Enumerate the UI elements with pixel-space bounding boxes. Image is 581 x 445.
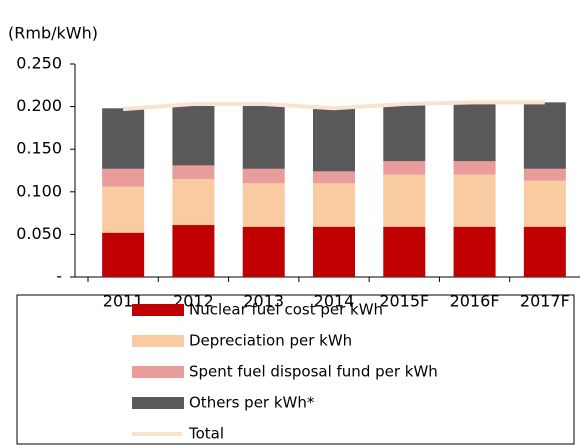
bar-segment [453,102,496,162]
legend-label: Others per kWh* [189,394,315,412]
bar-segment [242,226,285,277]
legend-label: Nuclear fuel cost per kWh [189,301,383,319]
bar-segment [242,104,285,169]
y-tick-label: 0.150 [16,139,62,158]
legend-swatch [132,397,184,409]
total-line [122,100,545,112]
x-tick-label: 2015F [379,292,429,311]
bar-segment [102,108,145,169]
bar-segment [313,171,355,184]
legend-box [16,294,575,445]
bar-segment [102,232,145,277]
bar-segment [453,174,496,227]
legend-swatch [132,304,184,316]
x-tick-label: 2017F [520,292,570,311]
bar-segment [242,183,285,227]
y-axis-label: (Rmb/kWh) [8,24,98,43]
bar-segment [102,186,145,233]
bar-segment [313,226,355,277]
legend-label: Total [188,425,224,443]
bar-segment [313,183,355,227]
bar-segment [313,108,355,172]
bar-segment [453,226,496,277]
bar-segment [383,161,426,175]
bar-segment [172,165,215,180]
y-tick-label: 0.050 [16,224,62,243]
x-tick-label: 2016F [450,292,500,311]
bar-segment [172,179,215,226]
y-tick-label: 0.200 [16,96,62,115]
bar-segment [523,168,566,181]
bar-segment [383,174,426,227]
legend-swatch [132,335,184,347]
bar-segment [102,168,145,187]
bar-segment [383,226,426,277]
x-tick-label: 2013 [243,292,284,311]
bar-segment [172,104,215,166]
legend-label: Depreciation per kWh [189,332,352,350]
bar-segment [242,168,285,184]
x-tick-label: 2014 [314,292,355,311]
y-tick-label: 0.100 [16,181,62,200]
bar-segment [453,161,496,175]
bar-segment [383,104,426,162]
y-tick-label: - [56,267,62,286]
bar-segment [523,226,566,277]
bar-segment [523,180,566,227]
legend-label: Spent fuel disposal fund per kWh [189,363,438,381]
y-tick-label: 0.250 [16,54,62,73]
bar-segment [172,225,215,277]
legend-swatch [132,366,184,378]
bar-segment [523,102,566,169]
